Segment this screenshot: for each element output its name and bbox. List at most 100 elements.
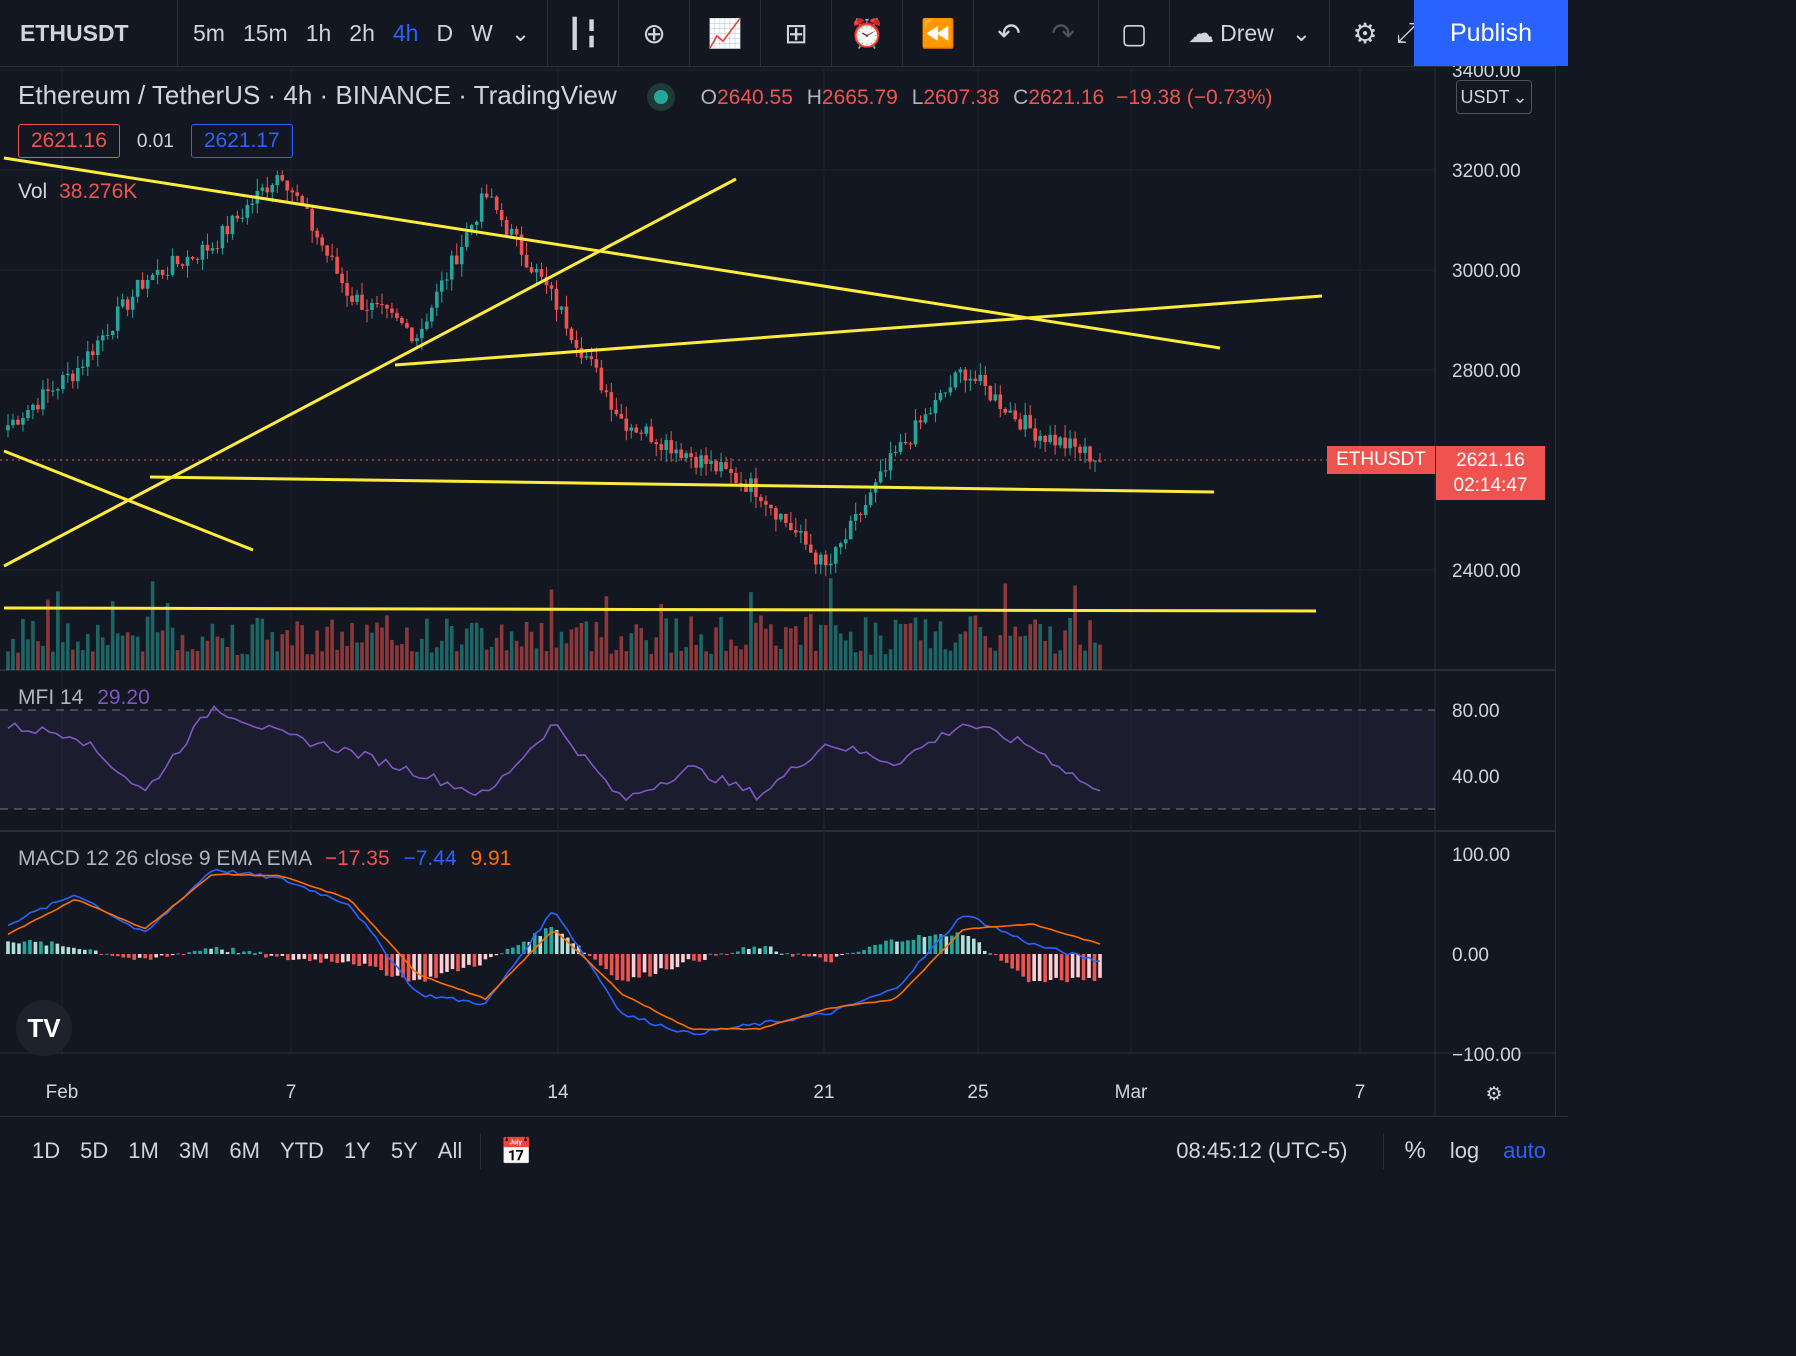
macd-histogram-bar [297,954,301,960]
volume-bar [848,631,853,670]
candle-body [90,351,95,356]
candle-body [599,367,604,391]
macd-histogram-bar [1054,954,1058,978]
macd-histogram-bar [99,954,104,955]
compare-plus-icon[interactable]: ⊕ [642,17,666,49]
axis-settings-gear-icon[interactable]: ⚙ [1485,1084,1502,1105]
indicators-icon[interactable]: 📈 [707,17,743,49]
candle-body [474,221,479,225]
macd-histogram-bar [280,954,285,956]
macd-signal-line [7,873,1101,1031]
publish-button[interactable]: Publish [1414,0,1568,66]
candle-body [250,203,255,205]
candle-body [80,366,85,368]
volume-label: Vol [18,180,48,203]
volume-bar [629,633,634,670]
range-all[interactable]: All [437,1138,463,1163]
candle-body [893,451,898,454]
sell-price-button[interactable]: 2621.16 [18,124,120,158]
tradingview-logo-icon[interactable]: TV [16,1000,72,1056]
range-ytd[interactable]: YTD [279,1138,324,1163]
candle-body [579,347,584,358]
candle-body [165,274,170,276]
layout-grid-icon[interactable]: ⊞ [784,17,808,49]
layout-name-button[interactable]: ☁ Drew ⌄ [1178,18,1321,49]
volume-bar [135,636,140,670]
timeframe-d[interactable]: D [436,19,454,46]
range-3m[interactable]: 3M [178,1138,210,1163]
macd-histogram-bar [692,954,696,961]
macd-histogram-bar [582,952,586,954]
volume-bar [614,650,619,670]
macd-histogram-bar [450,954,455,970]
timeframe-1h[interactable]: 1h [305,19,332,46]
candle-body [100,335,105,341]
mfi-band [0,710,1435,809]
macd-histogram-bar [121,954,126,958]
candle-body [345,283,349,296]
volume-bar [579,623,584,670]
macd-histogram-bar [247,950,252,954]
macd-histogram-bar [104,953,109,955]
macd-histogram-bar [1010,954,1015,969]
currency-selector[interactable]: USDT ⌄ [1456,80,1532,114]
timeframe-5m[interactable]: 5m [193,19,225,46]
macd-histogram-bar [807,954,811,957]
log-scale-toggle[interactable]: log [1449,1138,1480,1163]
settings-gear-icon[interactable]: ⚙ [1352,17,1378,49]
macd-histogram-bar [159,954,164,956]
range-5d[interactable]: 5D [80,1138,109,1163]
bottom-toolbar: 1D 5D 1M 3M 6M YTD 1Y 5Y All 📅 08:45:12 (UTC-5) … [0,1116,1568,1185]
alert-clock-icon[interactable]: ⏰ [849,17,885,49]
timeframe-4h[interactable]: 4h [392,19,419,46]
candle-body [838,543,843,548]
candle-body [46,389,50,392]
candle-body [315,230,319,238]
candle-body [26,410,30,419]
clock-time[interactable]: 08:45:12 (UTC-5) [1176,1138,1348,1163]
trendline [149,475,1215,494]
macd-histogram-bar [966,936,971,954]
volume-bar [988,647,993,670]
volume-bar [978,626,983,670]
undo-icon[interactable]: ↶ [997,17,1021,49]
macd-histogram-bar [1037,954,1042,981]
buy-price-button[interactable]: 2621.17 [190,124,293,158]
chart-canvas[interactable]: 3400.00 3200.00 3000.00 2800.00 2400.00 80.00… [0,66,1556,1116]
goto-date-calendar-icon[interactable]: 📅 [500,1135,533,1166]
macd-histogram-bar [170,954,175,956]
volume-bar [95,624,100,670]
macd-histogram-bar [697,954,702,962]
fullscreen-rect-icon[interactable]: ▢ [1120,17,1148,49]
volume-bar [440,640,444,670]
candle-body [145,280,150,289]
macd-histogram-bar [33,941,38,954]
candle-body [1068,438,1072,449]
range-1y[interactable]: 1Y [343,1138,371,1163]
replay-icon[interactable]: ⏪ [920,17,956,49]
macd-histogram-bar [39,941,43,954]
volume-bar [310,654,314,670]
timeframe-w[interactable]: W [471,19,493,46]
redo-icon[interactable]: ↷ [1051,17,1075,49]
symbol-search[interactable]: ETHUSDT [0,0,178,66]
expand-icon[interactable]: ⤢ [1395,16,1419,48]
candle-body [415,338,419,342]
macd-histogram-bar [373,954,378,967]
macd-histogram-bar [368,954,372,967]
auto-scale-toggle[interactable]: auto [1503,1138,1546,1163]
macd-histogram-bar [642,954,647,973]
range-5y[interactable]: 5Y [390,1138,418,1163]
range-1m[interactable]: 1M [128,1138,159,1163]
percent-scale-toggle[interactable]: % [1404,1137,1426,1164]
range-1d[interactable]: 1D [32,1138,61,1163]
volume-bar [759,615,763,670]
macd-histogram-bar [198,950,202,954]
timeframe-dropdown-icon[interactable]: ⌄ [510,19,531,46]
timeframe-2h[interactable]: 2h [349,19,375,46]
candles-icon[interactable]: ┃╏ [566,17,600,49]
volume-bar [828,578,833,670]
macd-histogram-bar [1015,954,1020,971]
timeframe-15m[interactable]: 15m [242,19,288,46]
range-6m[interactable]: 6M [229,1138,260,1163]
